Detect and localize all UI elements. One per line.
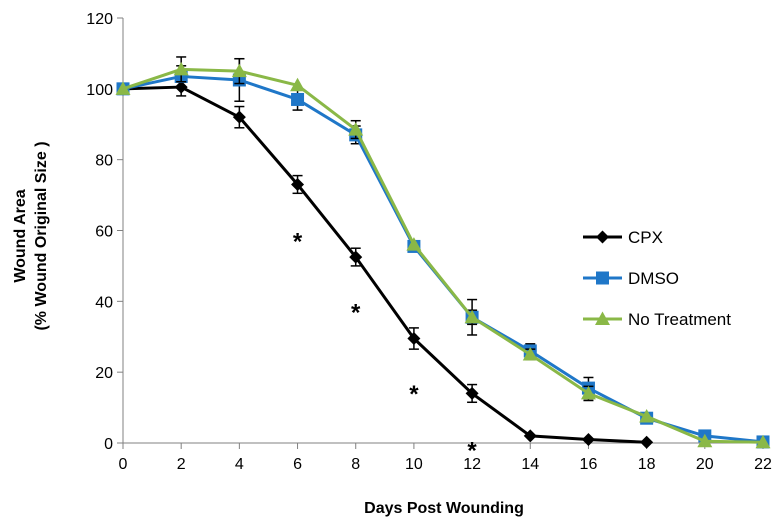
significance-marker: * [351, 299, 361, 326]
data-point [697, 433, 713, 448]
data-point [522, 346, 538, 361]
legend-label: No Treatment [628, 310, 731, 329]
series-dmso [116, 57, 770, 449]
y-tick-label: 40 [95, 294, 113, 311]
series-line [122, 85, 647, 444]
y-tick-label: 120 [86, 11, 113, 28]
data-point [581, 432, 595, 446]
series-line [122, 74, 764, 444]
data-point [580, 385, 596, 400]
legend-item: No Treatment [583, 310, 731, 329]
legend: CPX DMSO No Treatment [583, 228, 731, 329]
legend-item: CPX [583, 228, 663, 247]
data-point [640, 435, 654, 449]
y-tick-label: 100 [86, 82, 113, 99]
legend-label: CPX [628, 228, 663, 247]
data-point [348, 122, 364, 136]
x-tick-label: 22 [754, 456, 772, 473]
y-tick-label: 0 [104, 436, 113, 453]
data-point [231, 63, 247, 78]
x-tick-label: 4 [235, 456, 244, 473]
y-tick-label: 20 [95, 365, 113, 382]
y-axis-title-line2: (% Wound Original Size ) [33, 141, 50, 330]
data-point [407, 332, 421, 346]
data-point [290, 77, 306, 92]
x-tick-label: 18 [638, 456, 656, 473]
y-axis-title-line1: Wound Area [12, 189, 29, 282]
y-tick-label: 60 [95, 224, 113, 241]
x-tick-label: 0 [119, 456, 128, 473]
data-point [465, 386, 479, 400]
series-no-treatment [115, 56, 771, 449]
y-axis-title: Wound Area (% Wound Original Size ) [12, 141, 50, 330]
tick-labels: 0 20 40 60 80 100 120 0 2 4 6 8 10 12 14 16 18 20 22 [86, 11, 772, 473]
data-point [523, 429, 537, 443]
x-tick-label: 20 [696, 456, 714, 473]
significance-marker: * [467, 438, 477, 465]
x-tick-label: 14 [521, 456, 539, 473]
data-point [115, 81, 131, 95]
x-tick-label: 8 [351, 456, 360, 473]
x-axis-title: Days Post Wounding [364, 500, 524, 517]
x-tick-label: 16 [580, 456, 598, 473]
legend-marker [595, 311, 610, 325]
y-tick-label: 80 [95, 153, 113, 170]
axes [117, 17, 764, 449]
series-cpx [116, 77, 654, 449]
data-point [291, 177, 305, 191]
data-point [349, 250, 363, 264]
series-line [122, 67, 764, 444]
legend-item: DMSO [583, 269, 679, 288]
significance-marker: * [409, 381, 419, 408]
x-tick-label: 10 [405, 456, 423, 473]
x-tick-label: 12 [463, 456, 481, 473]
x-tick-label: 6 [293, 456, 302, 473]
x-tick-label: 2 [177, 456, 186, 473]
data-point [755, 434, 771, 449]
legend-marker [596, 230, 609, 244]
data-point [406, 237, 422, 251]
annotations: * * * * [293, 229, 478, 465]
data-point [464, 309, 480, 324]
data-point [639, 408, 655, 423]
significance-marker: * [293, 229, 303, 256]
series-layer [115, 56, 771, 449]
data-point [173, 61, 189, 76]
legend-label: DMSO [628, 269, 679, 288]
data-point [232, 110, 246, 124]
legend-marker [596, 271, 609, 285]
data-point [291, 92, 305, 106]
